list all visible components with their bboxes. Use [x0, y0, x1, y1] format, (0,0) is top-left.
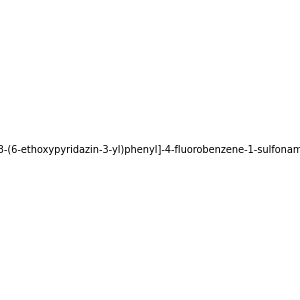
Text: N-[3-(6-ethoxypyridazin-3-yl)phenyl]-4-fluorobenzene-1-sulfonamide: N-[3-(6-ethoxypyridazin-3-yl)phenyl]-4-f…	[0, 145, 300, 155]
